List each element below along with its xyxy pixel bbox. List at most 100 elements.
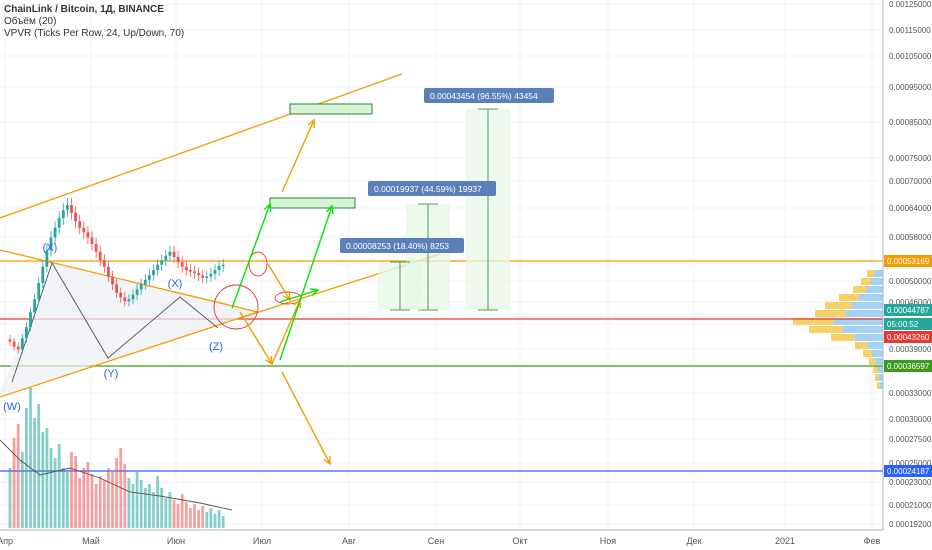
price-label: 0.00024187: [887, 467, 930, 476]
circle-marker: [213, 284, 259, 330]
measure-label: 0.00008253 (18.40%) 8253: [346, 241, 449, 251]
candle-body: [156, 264, 159, 270]
circle-marker: [248, 251, 268, 277]
candle-body: [168, 251, 172, 256]
measure-tools: 0.00043454 (96.55%) 43454 0.00019937 (44.…: [340, 88, 554, 311]
vpvr-bar-down: [845, 310, 883, 317]
vpvr-bar-up: [831, 334, 855, 341]
candle-body: [143, 279, 147, 285]
candle-body: [82, 227, 86, 233]
volume-bar: [180, 494, 184, 528]
price-label: 05:00:52: [887, 320, 919, 329]
volume-bar: [184, 502, 188, 528]
price-label: 0.00043260: [887, 333, 930, 342]
price-tick: 0.00070000: [889, 177, 932, 186]
candle-body: [123, 297, 127, 302]
candle-body: [8, 339, 12, 342]
vpvr-bar-up: [875, 374, 879, 381]
vpvr-bar-down: [833, 318, 883, 325]
price-label: 0.00036597: [887, 362, 930, 371]
volume-bar: [74, 456, 77, 528]
volume-bar: [82, 468, 86, 528]
candle-body: [107, 266, 110, 277]
candle-body: [189, 270, 192, 272]
candle-body: [131, 294, 135, 300]
price-tick: 0.00030000: [889, 415, 932, 424]
price-label: 0.00044787: [887, 306, 930, 315]
volume-bar: [8, 468, 12, 528]
measure-label: 0.00019937 (44.59%) 19937: [374, 184, 482, 194]
volume-bar: [78, 478, 82, 528]
volume-bar: [102, 480, 106, 528]
volume-bar: [123, 464, 127, 528]
volume-bar: [16, 424, 20, 528]
green-arrow: [279, 205, 333, 361]
orange-arrow: [239, 311, 273, 365]
vpvr-bar-up: [855, 342, 868, 349]
time-tick: Сен: [428, 536, 445, 546]
volume-bar: [111, 472, 114, 528]
volume-bar: [193, 504, 196, 528]
volume-bar: [33, 418, 36, 528]
vpvr-bar-up: [877, 382, 880, 389]
time-axis[interactable]: Апр Май Июн Июл Авг Сен Окт Ноя Дек 2021 Фев: [0, 529, 883, 546]
candle-body: [152, 270, 155, 276]
time-tick: 2021: [775, 536, 795, 546]
candle-body: [53, 227, 57, 238]
volume-bar: [61, 468, 65, 528]
measure-label-bg: [368, 181, 496, 196]
candle-body: [180, 262, 184, 267]
candles: [8, 197, 225, 354]
candle-body: [66, 205, 69, 211]
candle-body: [176, 257, 180, 263]
wave-labels: (W) (X) (Y) (X) (Z): [3, 242, 223, 413]
candle-body: [33, 299, 36, 313]
candle-body: [197, 273, 200, 276]
candle-body: [49, 237, 53, 251]
volume-bar: [115, 458, 118, 528]
orange-arrow: [281, 371, 331, 465]
candle-body: [61, 210, 65, 218]
vpvr-bar-down: [878, 374, 883, 381]
orange-arrow: [271, 299, 301, 365]
candle-body: [119, 292, 123, 298]
time-tick: Май: [82, 536, 100, 546]
wave-label: (Z): [209, 341, 223, 353]
candle-body: [213, 270, 217, 274]
candle-body: [74, 212, 77, 222]
vpvr-bar-down: [854, 334, 883, 341]
volume-bar: [127, 478, 131, 528]
candle-body: [184, 266, 188, 270]
time-tick: Апр: [0, 536, 13, 546]
candle-body: [37, 283, 41, 300]
vpvr-indicator-label[interactable]: VPVR (Ticks Per Row, 24, Up/Down, 70): [4, 28, 185, 39]
volume-bar: [49, 448, 53, 528]
price-tick: 0.00039000: [889, 345, 932, 354]
vpvr-bar-down: [842, 326, 883, 333]
volume-indicator-label[interactable]: Объём (20): [4, 16, 57, 27]
volume-bar: [90, 474, 94, 528]
wave-label: (Y): [104, 368, 119, 380]
candle-body: [205, 276, 209, 278]
volume-bar: [107, 468, 110, 528]
trend-line: [0, 311, 259, 398]
wave-label: (X): [43, 242, 58, 254]
vpvr-bar-up: [839, 294, 859, 301]
volume-bar: [176, 504, 180, 528]
vpvr-bar-down: [851, 302, 883, 309]
candle-body: [164, 255, 168, 261]
candle-body: [209, 273, 213, 277]
vpvr-bar-up: [825, 302, 852, 309]
price-tick: 0.00019200: [889, 520, 932, 529]
volume-bar: [205, 512, 209, 528]
price-label-bg: [884, 465, 932, 477]
time-tick: Ноя: [600, 536, 617, 546]
volume-bar: [139, 480, 143, 528]
vpvr-bar-down: [872, 350, 883, 357]
channel-top-line: [0, 73, 403, 219]
price-tick: 0.00046000: [889, 298, 932, 307]
price-axis[interactable]: 0.00125000 0.00115000 0.00105000 0.00095000…: [882, 0, 932, 530]
candle-body: [45, 250, 49, 267]
volume-bar: [45, 428, 49, 528]
